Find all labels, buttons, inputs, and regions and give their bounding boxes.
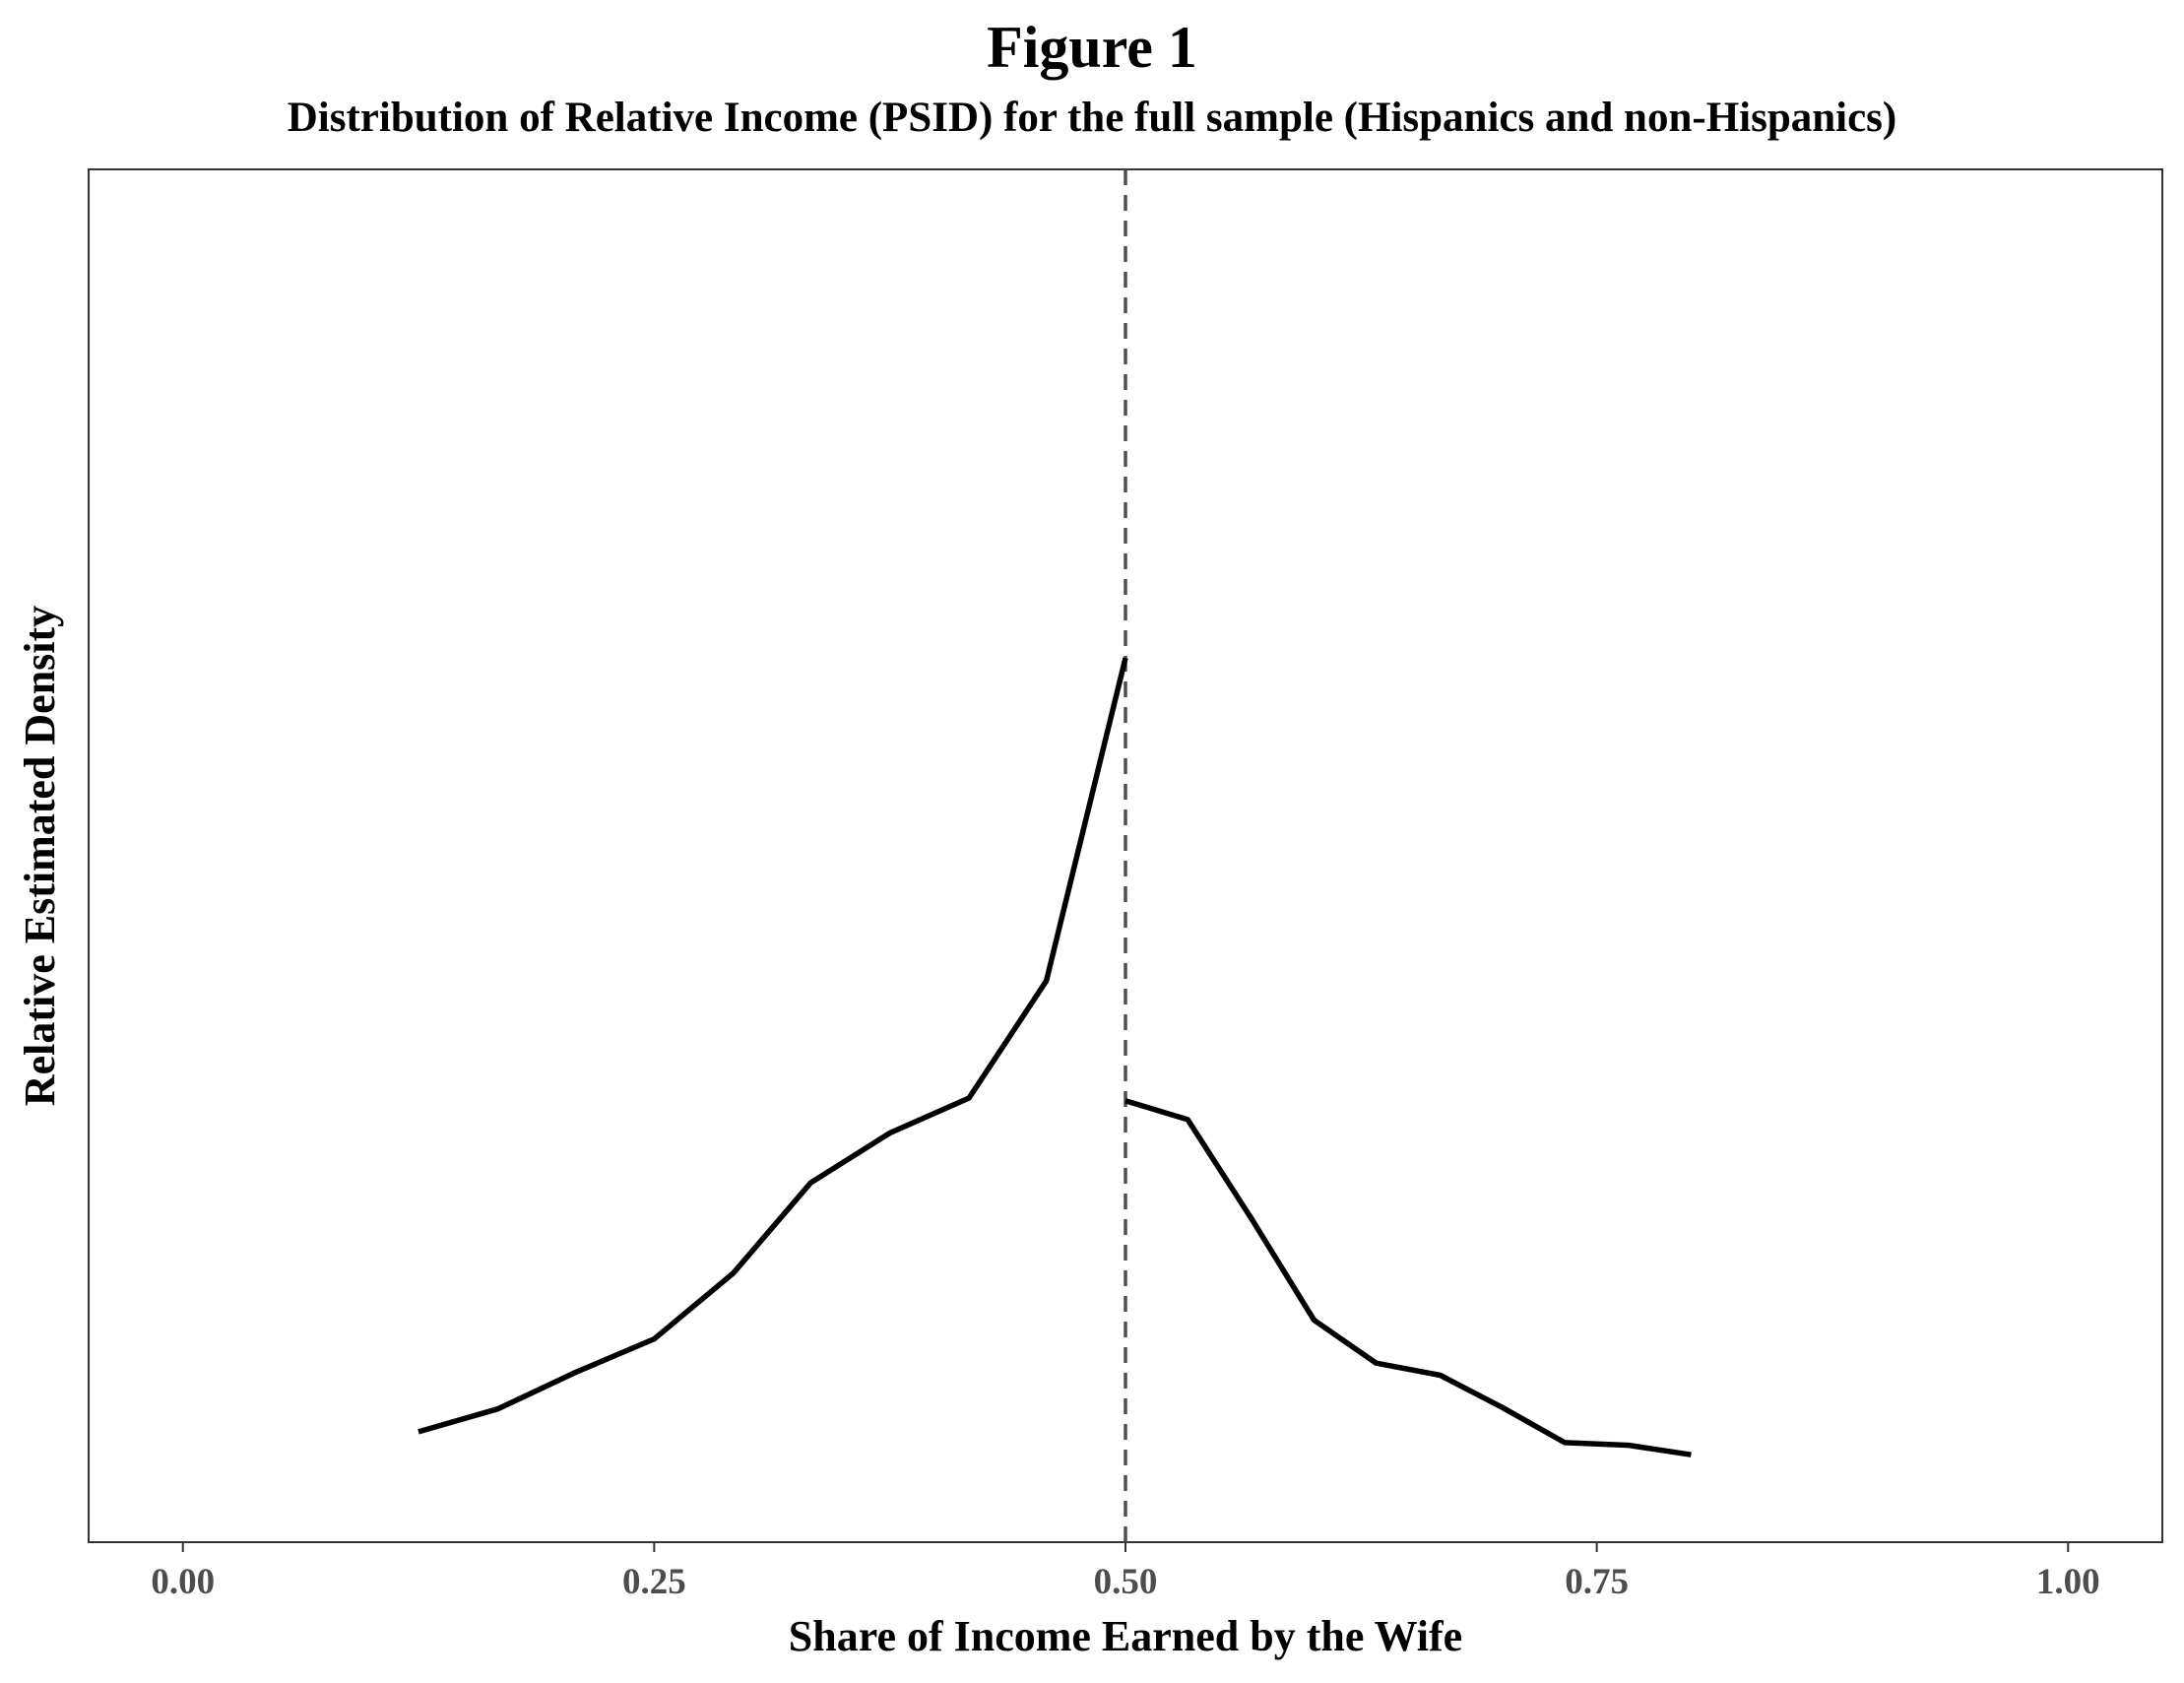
plot-panel [88, 168, 2163, 1543]
x-tick-label: 1.00 [2036, 1562, 2100, 1602]
y-axis-title: Relative Estimated Density [16, 606, 64, 1106]
figure-subtitle: Distribution of Relative Income (PSID) f… [287, 95, 1897, 141]
density-line-below [418, 657, 1128, 1435]
x-tick-label: 0.75 [1565, 1562, 1629, 1602]
x-tick-label: 0.50 [1094, 1562, 1158, 1602]
x-tick-label: 0.25 [622, 1562, 686, 1602]
series-layer [418, 657, 1692, 1457]
x-tick-label: 0.00 [151, 1562, 215, 1602]
x-axis-title: Share of Income Earned by the Wife [789, 1612, 1462, 1660]
density-line-above [1124, 1098, 1692, 1457]
figure-title: Figure 1 [987, 15, 1197, 80]
x-axis: 0.00 0.25 0.50 0.75 1.00 [151, 1542, 2100, 1602]
